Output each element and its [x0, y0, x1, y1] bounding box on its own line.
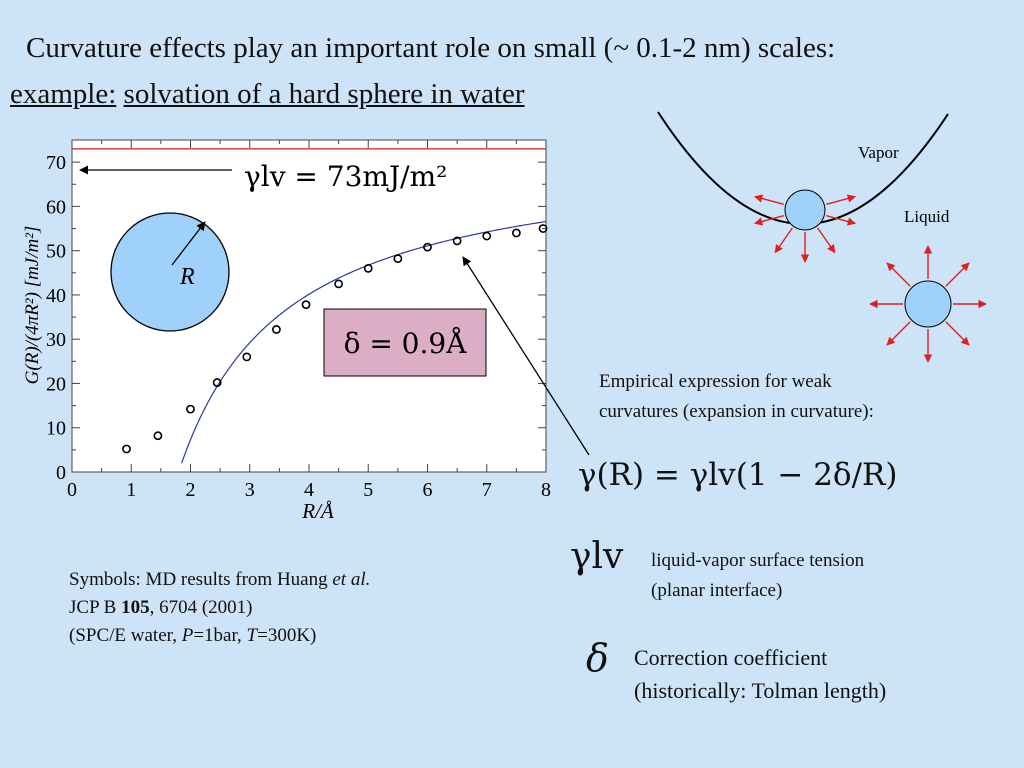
- x-tick-label: 3: [245, 479, 255, 501]
- title-topic: solvation of a hard sphere in water: [123, 78, 525, 110]
- force-arrow: [817, 227, 836, 254]
- md-data-point: [242, 352, 252, 362]
- md-data-point: [334, 279, 344, 289]
- delta-desc-line1: Correction coefficient: [634, 645, 828, 670]
- symbols-line2: JCP B 105, 6704 (2001): [69, 597, 253, 618]
- y-axis-label: G(R)/(4πR²) [mJ/m²]: [22, 226, 43, 385]
- slide-title-line2: example: solvation of a hard sphere in w…: [10, 78, 525, 111]
- force-arrow: [826, 194, 857, 205]
- gamma-lv-annotation: γlv = 73mJ/m²: [244, 160, 447, 193]
- delta-symbol: δ: [586, 636, 609, 680]
- force-arrow: [753, 194, 784, 205]
- md-data-point: [482, 231, 492, 241]
- radius-arrow: [171, 221, 206, 266]
- symbols-note: Symbols: MD results from Huang et al. JC…: [69, 566, 370, 650]
- x-tick-label: 6: [423, 479, 433, 501]
- x-tick-label: 1: [126, 479, 136, 501]
- formula-arrow: [462, 256, 590, 456]
- force-arrow: [753, 215, 784, 226]
- md-data-point: [272, 325, 281, 334]
- radius-label: R: [179, 264, 195, 290]
- sphere-arrows-liquid: [869, 245, 987, 363]
- symbols-line3: (SPC/E water, P=1bar, T=300K): [69, 625, 317, 646]
- gamma-definition: liquid-vapor surface tension (planar int…: [651, 546, 864, 606]
- hard-sphere-circle: [110, 212, 230, 332]
- sphere-arrows-interface: [753, 194, 857, 263]
- y-tick-label: 10: [46, 418, 66, 440]
- delta-box: [323, 308, 487, 377]
- force-arrow: [945, 321, 970, 346]
- empirical-text: Empirical expression for weak curvatures…: [599, 367, 874, 427]
- force-arrow: [886, 321, 911, 346]
- md-data-point: [423, 242, 432, 252]
- x-axis-label: R/Å: [301, 499, 334, 523]
- md-data-point: [538, 224, 548, 233]
- title-example: example:: [10, 78, 117, 110]
- tolman-formula: γ(R) = γlv(1 − 2δ/R): [578, 457, 898, 493]
- md-data-point: [212, 378, 222, 387]
- x-tick-label: 8: [541, 479, 551, 501]
- y-tick-label: 20: [46, 373, 66, 395]
- delta-definition: Correction coefficient (historically: To…: [634, 641, 886, 707]
- md-data-point: [393, 254, 403, 264]
- md-data-point: [153, 431, 163, 441]
- force-arrow: [945, 262, 970, 287]
- md-data-point: [511, 228, 521, 238]
- y-tick-label: 60: [46, 196, 66, 218]
- force-arrow: [826, 215, 857, 226]
- md-data-point: [301, 300, 311, 310]
- force-arrow: [774, 227, 793, 254]
- x-tick-label: 7: [482, 479, 492, 501]
- delta-annotation: δ = 0.9Å: [344, 327, 468, 360]
- slide-title-line1: Curvature effects play an important role…: [26, 32, 836, 64]
- y-tick-label: 0: [56, 462, 66, 484]
- empirical-line1: Empirical expression for weak: [599, 371, 832, 392]
- md-data-point: [452, 236, 462, 246]
- x-tick-label: 4: [304, 479, 314, 501]
- y-tick-label: 30: [46, 329, 66, 351]
- liquid-sphere: [904, 280, 952, 328]
- y-tick-label: 70: [46, 152, 66, 174]
- delta-desc-line2: (historically: Tolman length): [634, 678, 887, 703]
- md-data-point: [122, 444, 131, 454]
- symbols-line1: Symbols: MD results from Huang et al.: [69, 569, 371, 590]
- vapor-label: Vapor: [858, 143, 899, 162]
- md-data-point: [363, 263, 373, 273]
- interface-sphere: [784, 189, 826, 231]
- y-tick-label: 50: [46, 241, 66, 263]
- empirical-line2: curvatures (expansion in curvature):: [599, 401, 874, 422]
- gamma-desc-line1: liquid-vapor surface tension: [651, 550, 865, 571]
- gamma-lv-symbol: γlv: [570, 536, 624, 577]
- x-tick-label: 2: [186, 479, 196, 501]
- liquid-label: Liquid: [904, 207, 950, 226]
- x-tick-label: 5: [363, 479, 373, 501]
- force-arrow: [886, 262, 911, 287]
- gamma-desc-line2: (planar interface): [651, 580, 783, 601]
- md-data-point: [186, 404, 195, 414]
- x-tick-label: 0: [67, 479, 77, 501]
- y-tick-label: 40: [46, 285, 66, 307]
